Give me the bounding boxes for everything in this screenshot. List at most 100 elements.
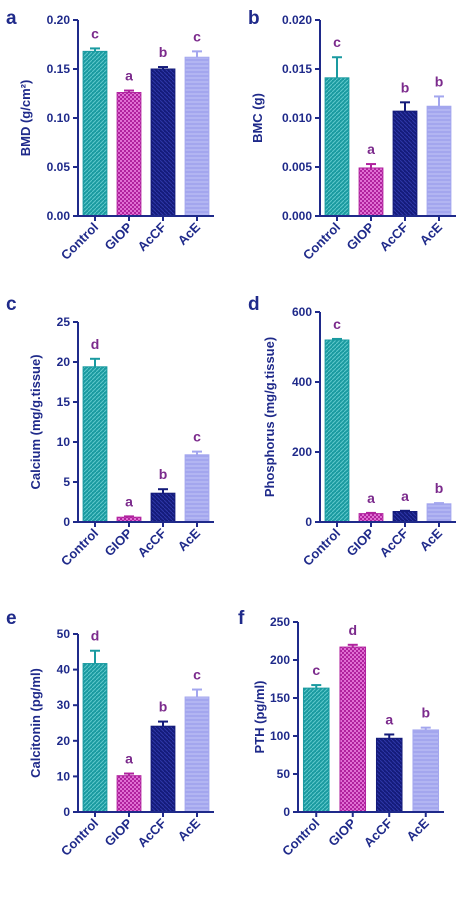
x-tick-label: GIOP xyxy=(325,815,359,849)
y-tick-label: 20 xyxy=(57,734,71,748)
significance-letter: a xyxy=(125,751,133,767)
significance-letter: c xyxy=(333,316,341,332)
significance-letter: d xyxy=(348,622,357,638)
panel-letter: f xyxy=(238,608,245,629)
y-tick-label: 0 xyxy=(283,805,290,819)
x-tick-label: GIOP xyxy=(344,525,378,559)
bar xyxy=(82,50,108,217)
y-tick-label: 100 xyxy=(270,729,290,743)
bar xyxy=(116,92,142,217)
y-tick-label: 0.010 xyxy=(282,111,312,125)
y-tick-label: 600 xyxy=(292,305,312,319)
y-tick-label: 50 xyxy=(277,767,291,781)
y-tick-label: 20 xyxy=(57,355,71,369)
significance-letter: a xyxy=(125,493,133,509)
bar xyxy=(324,77,350,217)
significance-letter: c xyxy=(193,429,201,445)
x-tick-label: Control xyxy=(58,816,101,859)
significance-letter: b xyxy=(435,480,444,496)
significance-letter: b xyxy=(159,466,168,482)
y-axis-label: BMC (g) xyxy=(250,93,265,143)
significance-letter: b xyxy=(401,79,410,95)
y-tick-label: 30 xyxy=(57,698,71,712)
significance-letter: a xyxy=(367,141,375,157)
chart-panel-a: a BMD (g/cm²) 0.00 0.05 0.10 0.15 0.20 c Control… xyxy=(6,8,214,263)
significance-letter: a xyxy=(385,711,393,727)
y-tick-label: 200 xyxy=(270,653,290,667)
significance-letter: c xyxy=(91,25,99,41)
significance-letter: a xyxy=(401,488,409,504)
y-tick-label: 10 xyxy=(57,769,71,783)
panel-letter: c xyxy=(6,294,17,315)
x-tick-label: AcCF xyxy=(377,219,412,254)
significance-letter: b xyxy=(159,44,168,60)
x-tick-label: AcE xyxy=(403,815,432,844)
y-tick-label: 10 xyxy=(57,435,71,449)
x-tick-label: Control xyxy=(58,526,101,569)
y-tick-label: 150 xyxy=(270,691,290,705)
significance-letter: d xyxy=(91,336,100,352)
x-tick-label: GIOP xyxy=(344,219,378,253)
chart-panel-e: e Calcitonin (pg/ml) 0 10 20 30 40 50 d Control a G… xyxy=(6,608,214,859)
y-tick-label: 0.00 xyxy=(47,209,71,223)
y-axis-label: Calcitonin (pg/ml) xyxy=(28,668,43,778)
panel-letter: d xyxy=(248,294,260,315)
y-tick-label: 250 xyxy=(270,615,290,629)
x-tick-label: AcCF xyxy=(135,815,170,850)
significance-letter: c xyxy=(193,28,201,44)
bar xyxy=(375,737,403,813)
y-axis-label: BMD (g/cm²) xyxy=(18,80,33,157)
y-tick-label: 0.005 xyxy=(282,160,312,174)
significance-letter: d xyxy=(91,628,100,644)
y-axis-label: Calcium (mg/g.tissue) xyxy=(28,354,43,489)
y-tick-label: 0.10 xyxy=(47,111,71,125)
significance-letter: b xyxy=(435,73,444,89)
bar xyxy=(150,725,176,813)
bar xyxy=(358,167,384,217)
y-tick-label: 0 xyxy=(63,515,70,529)
bar xyxy=(339,646,367,813)
bar xyxy=(426,503,452,523)
y-tick-label: 50 xyxy=(57,627,71,641)
chart-panel-d: d Phosphorus (mg/g.tissue) 0 200 400 600 c Cont… xyxy=(248,294,456,569)
x-tick-label: AcCF xyxy=(377,525,412,560)
significance-letter: b xyxy=(421,705,430,721)
x-tick-label: AcE xyxy=(175,219,204,248)
chart-panel-c: c Calcium (mg/g.tissue) 0 5 10 15 20 25 d Control… xyxy=(6,294,214,569)
bar xyxy=(392,511,418,523)
bar xyxy=(184,696,210,813)
x-tick-label: AcE xyxy=(417,219,446,248)
bar xyxy=(184,56,210,217)
panel-letter: a xyxy=(6,8,17,29)
x-tick-label: AcE xyxy=(175,525,204,554)
bar xyxy=(412,729,440,813)
y-tick-label: 0.05 xyxy=(47,160,71,174)
y-axis-label: PTH (pg/ml) xyxy=(252,681,267,754)
y-tick-label: 0 xyxy=(305,515,312,529)
bar xyxy=(82,366,108,523)
significance-letter: c xyxy=(193,667,201,683)
x-tick-label: Control xyxy=(300,220,343,263)
y-tick-label: 5 xyxy=(63,475,70,489)
x-tick-label: AcCF xyxy=(135,525,170,560)
y-tick-label: 0.15 xyxy=(47,62,71,76)
y-tick-label: 400 xyxy=(292,375,312,389)
bar xyxy=(184,454,210,523)
y-tick-label: 25 xyxy=(57,315,71,329)
bar xyxy=(302,687,330,813)
x-tick-label: AcCF xyxy=(135,219,170,254)
x-tick-label: GIOP xyxy=(102,219,136,253)
y-tick-label: 0.020 xyxy=(282,13,312,27)
bar xyxy=(150,68,176,217)
bar xyxy=(324,339,350,523)
x-tick-label: AcCF xyxy=(361,815,396,850)
bar xyxy=(116,775,142,813)
y-tick-label: 200 xyxy=(292,445,312,459)
panel-letter: e xyxy=(6,608,17,629)
x-tick-label: GIOP xyxy=(102,815,136,849)
significance-letter: a xyxy=(125,68,133,84)
y-tick-label: 0 xyxy=(63,805,70,819)
bar xyxy=(150,492,176,523)
x-tick-label: Control xyxy=(300,526,343,569)
